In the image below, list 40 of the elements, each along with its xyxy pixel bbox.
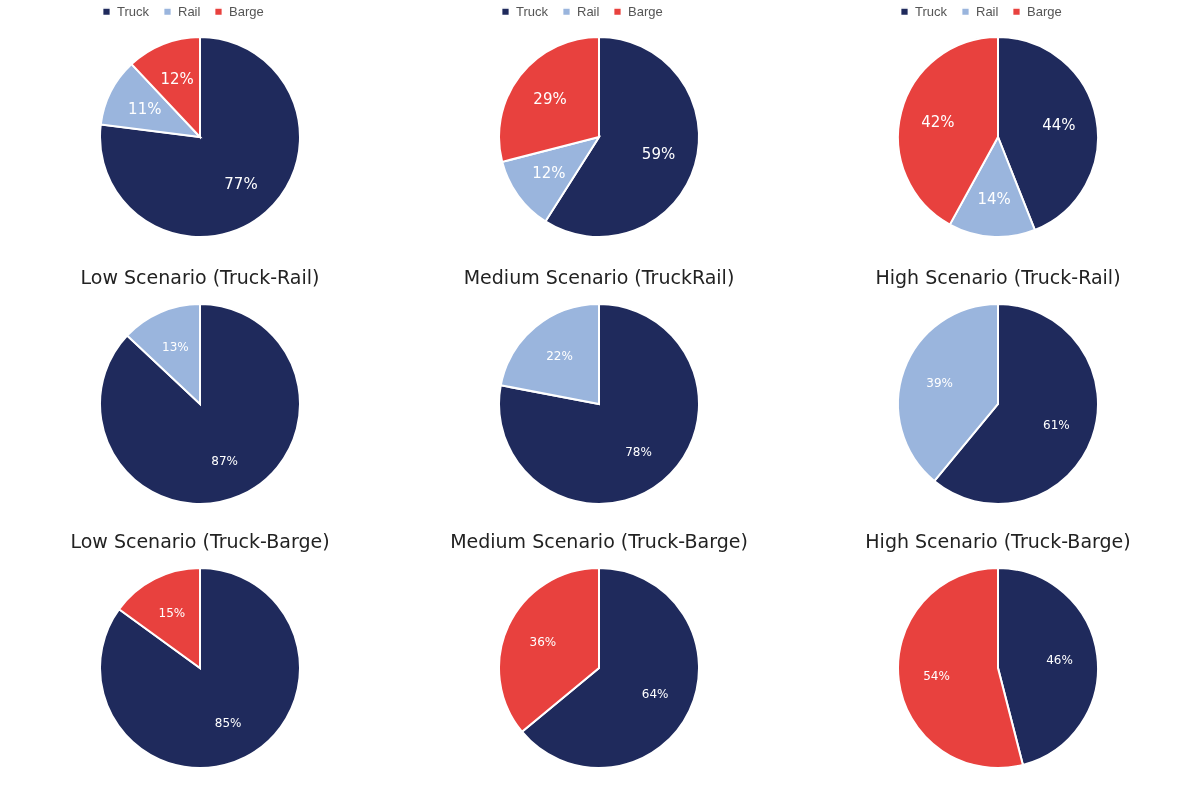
chart-title: Medium Scenario (TruckRail)	[463, 266, 734, 288]
legend-label: Rail	[576, 3, 600, 19]
pie-slice	[497, 303, 700, 505]
data-label: 46%	[1045, 653, 1073, 668]
chart-title: Medium Scenario (Truck-Barge)	[449, 530, 748, 552]
legend-label: Barge	[627, 3, 663, 19]
legend-label: Truck	[515, 3, 549, 19]
data-label: 12%	[160, 70, 194, 89]
data-label: 59%	[641, 145, 675, 164]
pie-slice	[98, 567, 301, 769]
data-label: 22%	[545, 349, 573, 364]
data-label: 15%	[158, 605, 185, 620]
data-label: 78%	[624, 444, 652, 459]
chart-title: Low Scenario (Truck-Rail)	[80, 266, 319, 288]
data-label: 39%	[925, 376, 953, 390]
data-label: 54%	[922, 668, 950, 683]
legend-label: Truck	[116, 3, 150, 19]
legend-label: Truck	[914, 3, 948, 19]
data-label: 77%	[223, 174, 258, 193]
pie-slice	[98, 303, 301, 505]
legend-label: Rail	[975, 3, 999, 19]
chart-title: High Scenario (Truck-Rail)	[874, 266, 1121, 288]
chart-title: Low Scenario (Truck-Barge)	[69, 530, 330, 552]
data-label: 12%	[531, 164, 566, 183]
data-label: 64%	[641, 687, 668, 702]
data-label: 14%	[976, 189, 1011, 208]
data-label: 13%	[161, 340, 189, 355]
legend-label: Barge	[228, 3, 264, 19]
data-label: 87%	[210, 453, 238, 468]
legend-label: Rail	[177, 3, 201, 19]
data-label: 85%	[214, 716, 241, 731]
chart-title: High Scenario (Truck-Barge)	[864, 530, 1131, 552]
data-label: 44%	[1041, 116, 1076, 135]
data-label: 36%	[529, 634, 556, 649]
pie-slice	[98, 36, 301, 238]
data-label: 11%	[127, 99, 161, 118]
data-label: 61%	[1042, 418, 1070, 432]
data-label: 42%	[920, 112, 955, 131]
data-label: 29%	[532, 90, 567, 108]
legend-label: Barge	[1026, 3, 1062, 19]
